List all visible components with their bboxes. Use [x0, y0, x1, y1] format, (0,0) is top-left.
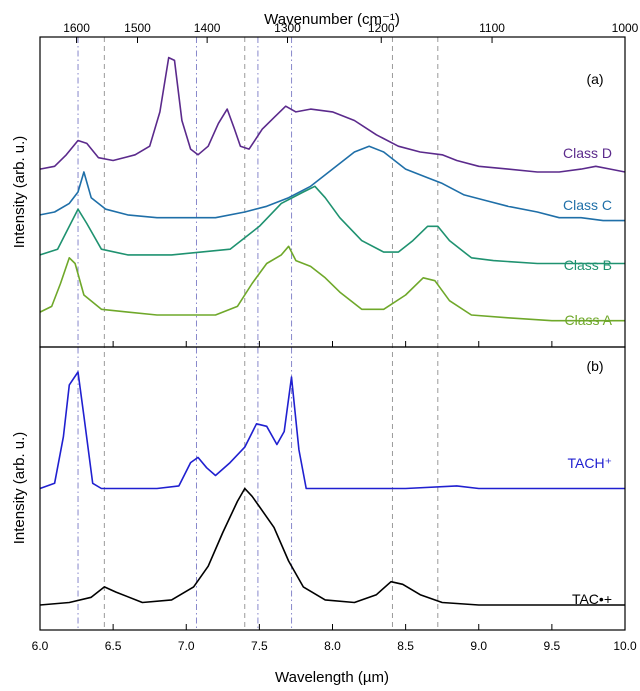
- series-line-class-a: [39, 245, 625, 322]
- x-tick-label-2: 7.0: [178, 639, 195, 653]
- series-label-tach-: TACH⁺: [568, 455, 612, 471]
- x-tick-label-6: 9.0: [470, 639, 487, 653]
- panel-a-label: (a): [586, 71, 603, 87]
- x-tick-label-5: 8.5: [397, 639, 414, 653]
- x-tick-label-0: 6.0: [32, 639, 49, 653]
- x2-tick-label-6: 1000: [612, 21, 639, 35]
- ref-lines: [77, 37, 439, 630]
- x-axis-title: Wavelength (µm): [275, 669, 389, 686]
- x2-tick-label-5: 1100: [479, 21, 505, 35]
- series-labels: Class D Class C Class B Class A TACH⁺ TAC•+: [563, 145, 613, 607]
- y-axis-title-b: Intensity (arb. u.): [11, 432, 28, 545]
- series-line-tach-: [39, 371, 625, 490]
- series-label-class-d: Class D: [563, 145, 612, 161]
- x2-ticks: 1600 1500 1400 1300 1200 1100 1000: [63, 21, 639, 43]
- panel-a-frame: [39, 36, 626, 348]
- x2-tick-label-3: 1300: [274, 21, 301, 35]
- x-tick-label-8: 10.0: [613, 639, 637, 653]
- x2-axis-title: Wavenumber (cm⁻¹): [264, 11, 400, 28]
- series-lines-a: [39, 56, 626, 322]
- x-ticks: 6.0 6.5 7.0 7.5 8.0 8.5 9.0 9.5 10.0: [32, 341, 637, 653]
- series-label-class-b: Class B: [564, 257, 612, 273]
- x2-tick-label-1: 1500: [124, 21, 151, 35]
- y-axis-title-a: Intensity (arb. u.): [11, 136, 28, 249]
- x2-tick-label-2: 1400: [194, 21, 221, 35]
- x2-tick-label-0: 1600: [63, 21, 90, 35]
- series-line-tac-: [39, 487, 625, 606]
- series-lines-b: [39, 371, 625, 606]
- x-tick-label-4: 8.0: [324, 639, 341, 653]
- x-tick-label-1: 6.5: [105, 639, 122, 653]
- panel-b-label: (b): [586, 358, 603, 374]
- series-label-class-a: Class A: [565, 312, 613, 328]
- series-label-tac-: TAC•+: [572, 591, 612, 607]
- series-line-class-c: [39, 145, 625, 222]
- series-label-class-c: Class C: [563, 197, 612, 213]
- series-line-class-b: [39, 185, 625, 265]
- series-line-class-d: [39, 56, 626, 173]
- x2-tick-label-4: 1200: [368, 21, 395, 35]
- x-tick-label-3: 7.5: [251, 639, 268, 653]
- x-tick-label-7: 9.5: [544, 639, 561, 653]
